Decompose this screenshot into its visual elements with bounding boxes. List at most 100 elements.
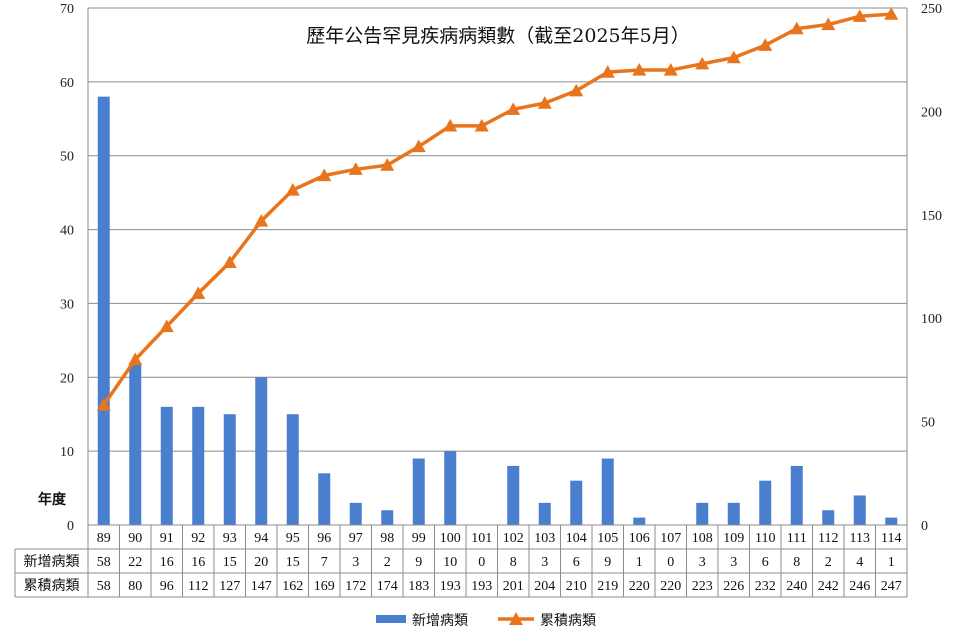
table-cell: 174	[377, 579, 398, 594]
x-tick-label: 111	[787, 531, 807, 546]
table-cell: 22	[128, 555, 142, 570]
bar-108	[696, 502, 709, 525]
cumulative-marker-104	[569, 83, 584, 97]
x-tick-label: 101	[471, 531, 492, 546]
table-row-label: 累積病類	[24, 578, 80, 594]
table-cell: 172	[345, 579, 366, 594]
left-tick-label: 30	[60, 297, 74, 312]
table-cell: 247	[881, 579, 902, 594]
cumulative-marker-97	[348, 162, 363, 175]
legend-line-marker	[509, 612, 523, 625]
bar-114	[885, 517, 898, 525]
x-tick-label: 105	[597, 531, 618, 546]
table-cell: 219	[597, 579, 618, 594]
x-tick-label: 107	[660, 531, 681, 546]
cumulative-marker-93	[222, 255, 237, 268]
chart-title: 歷年公告罕見疾病病類數（截至2025年5月）	[306, 25, 689, 47]
bar-series	[97, 96, 898, 525]
cumulative-marker-89	[96, 398, 111, 411]
bar-109	[727, 502, 740, 525]
table-cell: 58	[97, 555, 111, 570]
bar-112	[822, 510, 835, 525]
cumulative-line	[102, 12, 892, 407]
legend-bar-swatch	[376, 615, 406, 623]
table-cell: 193	[471, 579, 492, 594]
table-cell: 3	[541, 555, 548, 570]
cumulative-marker-95	[285, 182, 300, 196]
table-cell: 240	[786, 579, 807, 594]
cumulative-marker-99	[411, 139, 426, 153]
bar-97	[349, 502, 362, 525]
x-tick-label: 99	[412, 531, 426, 546]
table-cell: 162	[282, 579, 303, 594]
table-cell: 169	[314, 579, 335, 594]
cumulative-marker-98	[380, 158, 395, 171]
table-cell: 7	[321, 555, 328, 570]
bar-95	[286, 414, 299, 525]
left-tick-label: 10	[60, 445, 74, 460]
x-tick-label: 103	[534, 531, 555, 546]
axes: 0 10 20 30 40 50 60 70 0 50 100 150 200 250	[60, 2, 942, 534]
left-tick-label: 70	[60, 2, 74, 17]
table-cell: 16	[160, 555, 174, 570]
table-cell: 96	[160, 579, 174, 594]
left-tick-label: 0	[67, 519, 74, 534]
x-tick-label: 102	[503, 531, 524, 546]
x-tick-label: 100	[440, 531, 461, 546]
bar-89	[97, 96, 110, 525]
cumulative-marker-109	[726, 50, 741, 64]
cumulative-marker-107	[663, 63, 678, 76]
cumulative-marker-108	[695, 56, 710, 70]
cumulative-marker-101	[474, 118, 489, 132]
x-tick-label: 92	[191, 531, 205, 546]
table-cell: 0	[478, 555, 485, 570]
table-cell: 8	[510, 555, 517, 570]
bar-104	[570, 480, 583, 525]
legend-line-label: 累積病類	[540, 613, 596, 629]
table-cell: 3	[699, 555, 706, 570]
x-tick-label: 93	[223, 531, 237, 546]
table-row-label: 新增病類	[24, 554, 80, 570]
table-cell: 8	[793, 555, 800, 570]
cumulative-marker-111	[789, 21, 804, 35]
x-tick-label: 108	[692, 531, 713, 546]
table-cell: 210	[566, 579, 587, 594]
cumulative-marker-106	[632, 63, 647, 76]
table-cell: 220	[629, 579, 650, 594]
left-tick-label: 40	[60, 224, 74, 239]
gridlines	[88, 7, 907, 526]
table-cell: 16	[191, 555, 205, 570]
table-cell: 15	[223, 555, 237, 570]
cumulative-marker-112	[821, 17, 836, 31]
table-cell: 242	[818, 579, 839, 594]
line-series	[96, 7, 899, 411]
bar-113	[853, 495, 866, 525]
table-cell: 9	[604, 555, 611, 570]
table-cell: 223	[692, 579, 713, 594]
table-cell: 204	[534, 579, 555, 594]
table-cell: 80	[128, 579, 142, 594]
table-cell: 9	[415, 555, 422, 570]
bar-105	[601, 458, 614, 525]
legend: 新增病類 累積病類	[376, 612, 596, 629]
x-tick-label: 112	[818, 531, 838, 546]
x-tick-label: 109	[723, 531, 744, 546]
right-tick-label: 0	[921, 519, 928, 534]
bar-106	[633, 517, 646, 525]
bar-93	[223, 414, 236, 525]
x-tick-label: 106	[629, 531, 650, 546]
x-tick-label: 91	[160, 531, 174, 546]
table-cell: 3	[730, 555, 737, 570]
right-tick-label: 250	[921, 2, 942, 17]
cumulative-marker-110	[758, 38, 773, 51]
cumulative-marker-102	[506, 102, 521, 115]
bar-103	[538, 502, 551, 525]
data-table: 89 90 91 92 93 94 95 96 97 98 99 100 101 102 103 104 105…	[14, 524, 908, 598]
bar-90	[129, 362, 142, 525]
cumulative-marker-105	[600, 65, 615, 78]
table-cell: 15	[286, 555, 300, 570]
cumulative-marker-100	[443, 118, 458, 132]
right-tick-label: 50	[921, 416, 935, 431]
table-cell: 201	[503, 579, 524, 594]
